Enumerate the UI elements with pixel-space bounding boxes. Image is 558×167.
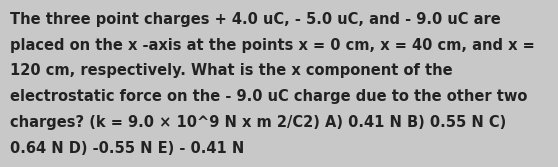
Text: The three point charges + 4.0 uC, - 5.0 uC, and - 9.0 uC are: The three point charges + 4.0 uC, - 5.0 … [10,12,501,27]
Text: electrostatic force on the - 9.0 uC charge due to the other two: electrostatic force on the - 9.0 uC char… [10,89,527,104]
Text: placed on the x -axis at the points x = 0 cm, x = 40 cm, and x =: placed on the x -axis at the points x = … [10,38,535,53]
Text: 120 cm, respectively. What is the x component of the: 120 cm, respectively. What is the x comp… [10,63,453,78]
Text: charges? (k = 9.0 × 10^9 N x m 2/C2) A) 0.41 N B) 0.55 N C): charges? (k = 9.0 × 10^9 N x m 2/C2) A) … [10,115,506,130]
Text: 0.64 N D) -0.55 N E) - 0.41 N: 0.64 N D) -0.55 N E) - 0.41 N [10,141,244,156]
